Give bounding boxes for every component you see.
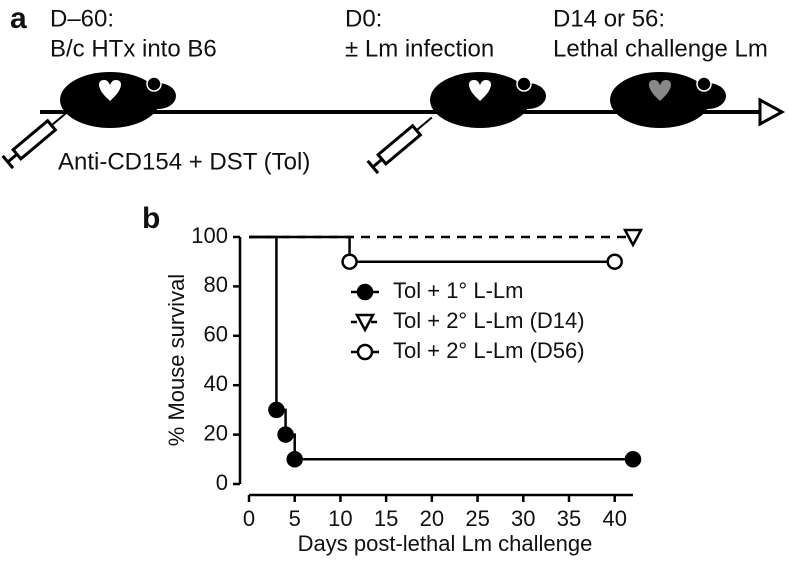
panel-label: b [142,202,160,235]
legend-label: Tol + 2° L-Lm (D14) [393,308,585,333]
x-tick-label: 20 [420,506,444,531]
legend-label: Tol + 2° L-Lm (D56) [393,338,585,363]
legend-marker [356,283,374,301]
y-tick-label: 40 [204,371,228,396]
x-tick-label: 30 [511,506,535,531]
mouse [610,72,726,128]
x-tick-label: 40 [602,506,626,531]
marker [341,253,358,270]
mouse [430,72,546,128]
y-axis-label: % Mouse survival [164,274,189,446]
treatment-label: Anti-CD154 + DST (Tol) [58,148,310,175]
survival-line [249,235,615,263]
x-tick-label: 15 [374,506,398,531]
marker [286,451,303,468]
event-text: ± Lm infection [345,35,494,62]
x-tick-label: 35 [557,506,581,531]
event-text: Lethal challenge Lm [553,35,768,62]
y-tick-label: 0 [216,470,228,495]
y-tick-label: 20 [204,420,228,445]
y-tick-label: 80 [204,272,228,297]
marker [268,401,285,419]
timeline-arrow [758,97,786,127]
survival-chart: b Days post-lethal Lm challenge % Mouse … [142,202,644,556]
event-day: D–60: [50,5,114,32]
y-tick-label: 100 [191,223,228,248]
syringe [1,111,68,170]
marker [606,253,623,270]
marker [622,228,644,248]
timeline-panel: a D–60: B/c HTx into B6 D0: ± Lm infecti… [1,2,786,175]
legend-marker [356,343,374,361]
x-tick-label: 25 [465,506,489,531]
legend-marker [354,313,376,333]
legend-label: Tol + 1° L-Lm [393,278,523,303]
syringe [366,116,433,175]
y-tick-label: 60 [204,322,228,347]
event-text: B/c HTx into B6 [50,35,217,62]
event-day: D0: [345,5,382,32]
x-tick-label: 10 [328,506,352,531]
marker [277,426,294,443]
x-tick-label: 0 [243,506,255,531]
event-day: D14 or 56: [553,5,665,32]
x-tick-label: 5 [289,506,301,531]
x-axis-label: Days post-lethal Lm challenge [298,531,593,556]
marker [624,451,642,468]
mouse [60,72,176,128]
legend: Tol + 1° L-Lm Tol + 2° L-Lm (D14) Tol + 2°… [351,278,585,363]
panel-label: a [10,2,27,35]
